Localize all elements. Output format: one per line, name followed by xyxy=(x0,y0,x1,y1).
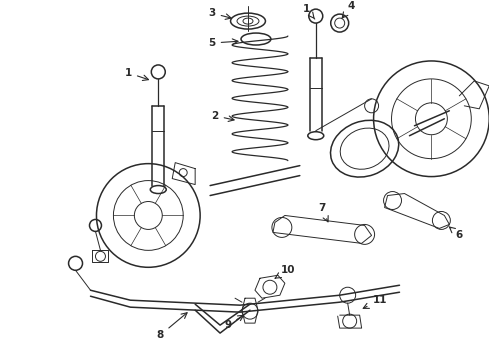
Text: 1: 1 xyxy=(303,4,315,19)
Text: 6: 6 xyxy=(449,227,463,240)
Text: 1: 1 xyxy=(125,68,148,81)
Text: 7: 7 xyxy=(318,203,328,222)
Text: 9: 9 xyxy=(224,315,244,330)
Text: 8: 8 xyxy=(157,313,187,340)
Text: 10: 10 xyxy=(275,265,295,278)
Text: 4: 4 xyxy=(342,1,355,18)
Text: 5: 5 xyxy=(208,38,238,48)
Text: 2: 2 xyxy=(212,111,234,121)
Text: 11: 11 xyxy=(363,295,387,309)
Text: 3: 3 xyxy=(208,8,231,19)
